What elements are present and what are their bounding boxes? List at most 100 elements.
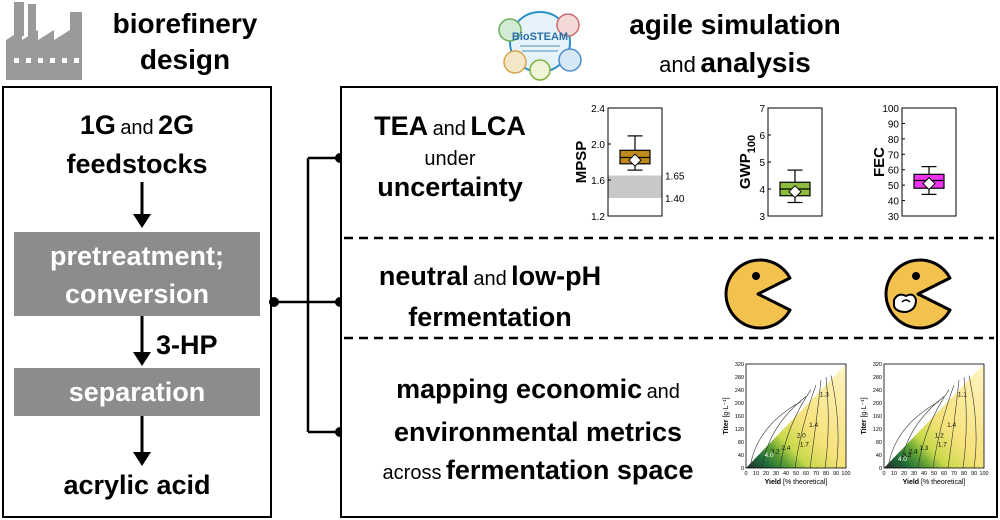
y-tick-label: 70 — [888, 150, 900, 161]
gwp-boxplot: 3 4 5 6 7 GWP100 — [738, 104, 823, 223]
feedstocks-label: 1G and 2G feedstocks — [2, 108, 272, 181]
y-tick-label: 120 — [735, 427, 744, 433]
conversion-step: pretreatment; conversion — [14, 232, 260, 316]
y-tick-label: 80 — [876, 440, 882, 446]
x-tick-label: 80 — [961, 471, 967, 477]
y-tick-label: 80 — [738, 440, 744, 446]
y-axis-label: MPSP — [573, 141, 590, 184]
contour-label: 2.4 — [909, 449, 918, 456]
env-metrics-label: environmental metrics — [393, 417, 683, 447]
y-tick-label: 50 — [888, 181, 900, 192]
y-axis-label: FEC — [872, 147, 888, 177]
neutral-label: neutral — [378, 261, 469, 291]
x-axis-label: Yield [% theoretical] — [765, 479, 828, 486]
feed-2g: 2G — [158, 110, 195, 140]
lowph-microbe-icon — [884, 258, 952, 330]
contour-label: 2.0 — [797, 433, 806, 440]
y-axis-label-name: Titer — [723, 419, 730, 434]
y-tick-label: 280 — [735, 375, 744, 381]
y-tick-label: 6 — [759, 131, 765, 142]
x-tick-label: 60 — [803, 471, 809, 477]
contour-label: 3.2 — [902, 452, 911, 459]
biosteam-logo: BioSTEAM — [498, 11, 582, 81]
x-axis-label-name: Yield — [765, 479, 781, 486]
right-header: agile simulation and analysis — [610, 6, 860, 87]
contour-line — [962, 377, 967, 469]
x-tick-label: 30 — [773, 471, 779, 477]
x-tick-label: 50 — [931, 471, 937, 477]
intermediate-label: 3-HP — [156, 330, 218, 360]
across-label: across — [382, 462, 442, 484]
plot-frame — [607, 107, 663, 217]
contour-label: 2.4 — [781, 445, 790, 452]
x-tick-label: 40 — [921, 471, 927, 477]
fermentation-label: fermentation — [408, 302, 572, 332]
y-tick-label: 5 — [759, 158, 765, 169]
left-header-line1: biorefinery — [112, 8, 258, 39]
flow-arrows — [133, 182, 151, 466]
mpsp-contour-map: 1.3 1.42.01.7 2.43.24.0 0 10 20 30 40 50 60 70 80 90… — [723, 362, 851, 486]
step-pretreatment: pretreatment; — [49, 241, 225, 271]
x-axis-label-unit: [% theoretical] — [919, 479, 965, 486]
y-tick-label: 1.6 — [591, 176, 605, 187]
mean-marker — [922, 176, 936, 191]
logo-text: BioSTEAM — [512, 31, 568, 43]
left-header-line2: design — [139, 44, 231, 75]
y-axis-label: Titer [g·L⁻¹] — [861, 397, 868, 434]
y-tick-label: 4 — [759, 185, 765, 196]
mean-marker — [628, 153, 642, 167]
y-axis-label-name: Titer — [861, 419, 868, 434]
y-tick-label: 120 — [873, 427, 882, 433]
contour-label: 1.3 — [919, 445, 928, 452]
y-axis-label-sub: 100 — [746, 135, 758, 153]
x-tick-label: 40 — [783, 471, 789, 477]
contour-line — [887, 401, 940, 469]
row-fermentation: neutral and low-pH fermentation — [345, 258, 635, 335]
mapping-label: mapping economic — [396, 374, 643, 404]
contour-line — [968, 375, 977, 469]
x-tick-label: 60 — [941, 471, 947, 477]
ferment-and: and — [473, 268, 507, 290]
feed-and: and — [120, 117, 154, 139]
contour-label: 1.3 — [820, 391, 829, 398]
y-tick-label: 2.4 — [591, 104, 605, 115]
x-tick-label: 10 — [891, 471, 897, 477]
y-tick-label: 160 — [873, 414, 882, 420]
feed-word: feedstocks — [66, 149, 208, 179]
x-tick-label: 90 — [833, 471, 839, 477]
y-tick-label: 160 — [735, 414, 744, 420]
contour-label: 1.1 — [958, 391, 967, 398]
mean-marker — [788, 184, 802, 199]
y-tick-label: 40 — [876, 453, 882, 459]
y-tick-label: 40 — [738, 453, 744, 459]
y-tick-label: 200 — [735, 401, 744, 407]
factory-icon — [6, 2, 82, 80]
x-tick-label: 20 — [763, 471, 769, 477]
y-axis-label: Titer [g·L⁻¹] — [723, 397, 730, 434]
y-tick-label: 240 — [735, 388, 744, 394]
tea-label: TEA — [374, 111, 429, 141]
y-tick-label: 100 — [882, 104, 899, 115]
y-tick-label: 200 — [873, 401, 882, 407]
row-mapping: mapping economic and environmental metri… — [343, 370, 733, 494]
feed-1g: 1G — [79, 110, 116, 140]
contour-label: 4.0 — [764, 452, 773, 459]
y-tick-label: 280 — [873, 375, 882, 381]
y-tick-label: 7 — [759, 104, 765, 115]
x-tick-label: 100 — [979, 471, 988, 477]
contour-line — [917, 389, 950, 469]
product-label: acrylic acid — [63, 470, 211, 500]
fec-boxplot: 30 40 50 60 70 80 90 100 FEC — [872, 104, 957, 223]
x-axis-label: Yield [% theoretical] — [903, 479, 966, 486]
contour-label: 4.0 — [898, 456, 907, 463]
y-tick-label: 320 — [735, 362, 744, 368]
contour-label: 1.2 — [935, 433, 944, 440]
contour-label: 1.7 — [800, 441, 809, 448]
contour-line — [761, 396, 807, 469]
contour-line — [947, 380, 960, 469]
connector-bracket — [269, 153, 345, 437]
gwp-contour-map: 1.1 1.41.21.7 1.32.43.24.0 0 10 20 30 40 50 60 70 8… — [861, 362, 989, 486]
contour-label: 1.4 — [809, 422, 818, 429]
y-tick-label: 40 — [888, 197, 900, 208]
contour-label: 1.7 — [938, 441, 947, 448]
